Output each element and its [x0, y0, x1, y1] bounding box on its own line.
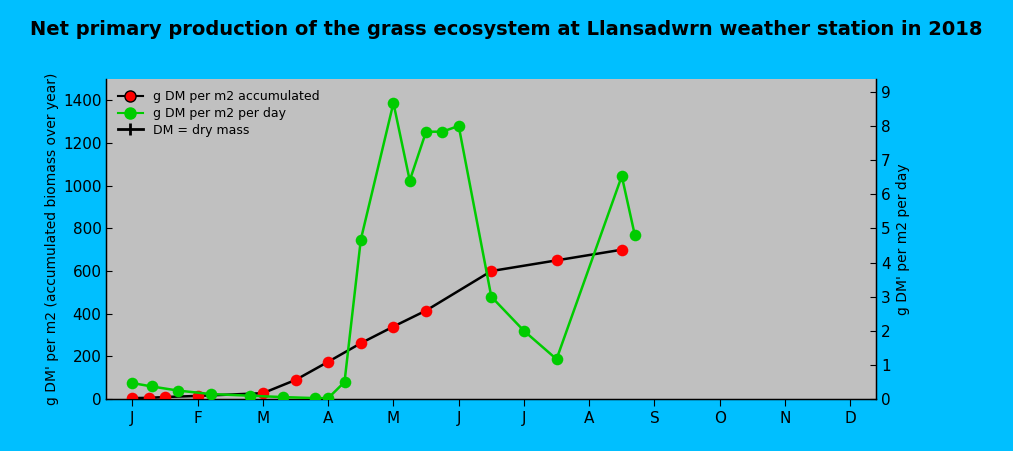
Point: [125, 379, 141, 387]
Point: [418, 307, 435, 314]
Point: [336, 378, 353, 386]
Point: [627, 231, 643, 239]
Point: [451, 122, 467, 129]
Point: [483, 293, 499, 300]
Text: Net primary production of the grass ecosystem at Llansadwrn weather station in 2: Net primary production of the grass ecos…: [30, 20, 983, 39]
Point: [275, 393, 291, 400]
Point: [548, 355, 564, 363]
Point: [385, 99, 401, 106]
Point: [255, 390, 271, 397]
Point: [401, 177, 417, 184]
Point: [385, 323, 401, 330]
Point: [614, 172, 630, 179]
Point: [144, 383, 160, 390]
Point: [141, 394, 157, 401]
Point: [307, 395, 323, 402]
Point: [418, 128, 435, 135]
Y-axis label: g DM' per m2 per day: g DM' per m2 per day: [897, 163, 911, 315]
Point: [157, 393, 173, 400]
Point: [288, 376, 304, 383]
Point: [170, 387, 186, 394]
Point: [435, 128, 451, 135]
Legend: g DM per m2 accumulated, g DM per m2 per day, DM = dry mass: g DM per m2 accumulated, g DM per m2 per…: [112, 85, 324, 142]
Point: [320, 358, 336, 365]
Point: [353, 236, 369, 243]
Point: [614, 246, 630, 253]
Point: [203, 391, 219, 398]
Point: [353, 340, 369, 347]
Point: [320, 395, 336, 402]
Point: [189, 392, 206, 400]
Point: [548, 257, 564, 264]
Point: [242, 392, 258, 399]
Point: [125, 395, 141, 402]
Point: [483, 267, 499, 275]
Y-axis label: g DM' per m2 (accumulated biomass over year): g DM' per m2 (accumulated biomass over y…: [45, 73, 59, 405]
Point: [516, 327, 532, 335]
